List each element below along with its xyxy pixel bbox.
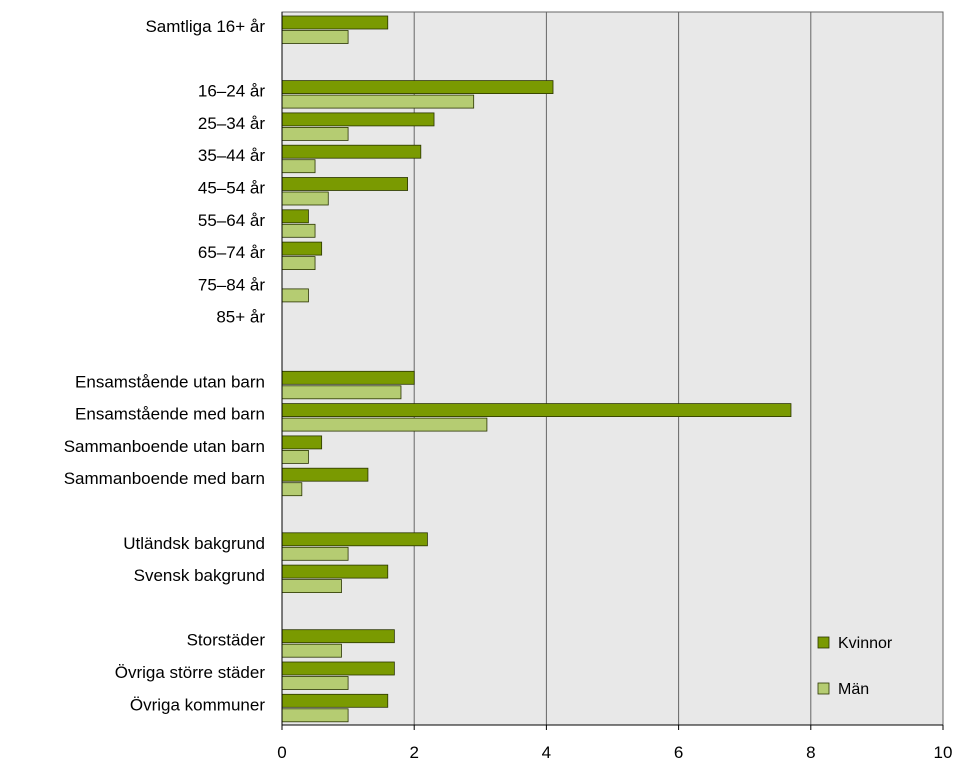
bar-kvinnor-3 <box>281 144 422 159</box>
category-label-0: Samtliga 16+ år <box>145 17 265 36</box>
bar-man-11 <box>281 449 309 464</box>
bar-kvinnor-1 <box>281 80 554 94</box>
bar-man-10 <box>281 417 488 432</box>
category-label-11: Sammanboende utan barn <box>64 437 265 456</box>
bar-kvinnor-4 <box>281 177 408 191</box>
category-label-7: 75–84 år <box>198 275 265 294</box>
bar-man-6 <box>281 256 316 271</box>
bar-man-17 <box>281 708 349 723</box>
bar-kvinnor-9 <box>281 370 415 385</box>
x-tick-label-2: 4 <box>542 743 551 762</box>
bar-kvinnor-16 <box>281 661 395 676</box>
category-label-9: Ensamstående utan barn <box>75 372 265 391</box>
bar-man-14 <box>281 579 342 593</box>
bar-kvinnor-12 <box>281 467 369 482</box>
bar-kvinnor-2 <box>281 112 435 127</box>
category-label-15: Storstäder <box>187 631 266 650</box>
bar-man-12 <box>281 482 303 497</box>
x-tick-label-1: 2 <box>409 743 418 762</box>
x-tick-label-3: 6 <box>674 743 683 762</box>
category-label-12: Sammanboende med barn <box>64 469 265 488</box>
category-label-4: 45–54 år <box>198 179 265 198</box>
bar-man-13 <box>281 546 349 561</box>
bar-man-5 <box>281 223 316 238</box>
bar-kvinnor-11 <box>281 435 323 450</box>
legend-swatch-man <box>817 682 830 695</box>
bar-kvinnor-10 <box>281 403 792 418</box>
bar-man-9 <box>281 385 402 400</box>
bar-kvinnor-0 <box>281 15 389 30</box>
x-tick-label-0: 0 <box>277 743 286 762</box>
category-label-10: Ensamstående med barn <box>75 405 265 424</box>
bar-kvinnor-6 <box>281 241 323 256</box>
bar-man-1 <box>281 94 475 109</box>
bar-man-3 <box>281 159 316 174</box>
bar-kvinnor-17 <box>281 693 389 708</box>
bar-man-4 <box>281 191 329 206</box>
bar-kvinnor-5 <box>281 209 309 224</box>
bar-kvinnor-15 <box>281 629 395 644</box>
category-label-16: Övriga större städer <box>115 663 266 682</box>
plot-area <box>281 11 944 726</box>
legend-swatch-kvinnor <box>817 636 830 649</box>
legend-label-man: Män <box>838 681 869 698</box>
category-label-8: 85+ år <box>216 308 265 327</box>
category-label-13: Utländsk bakgrund <box>123 534 265 553</box>
bar-man-16 <box>281 676 349 690</box>
category-label-3: 35–44 år <box>198 146 265 165</box>
bar-man-2 <box>281 127 349 141</box>
x-tick-label-5: 10 <box>934 743 953 762</box>
category-label-14: Svensk bakgrund <box>134 566 265 585</box>
bar-kvinnor-13 <box>281 532 428 547</box>
x-tick-label-4: 8 <box>806 743 815 762</box>
category-label-6: 65–74 år <box>198 243 265 262</box>
bar-man-15 <box>281 643 342 658</box>
bar-kvinnor-14 <box>281 564 389 579</box>
category-label-1: 16–24 år <box>198 82 265 101</box>
category-label-5: 55–64 år <box>198 211 265 230</box>
category-label-17: Övriga kommuner <box>130 695 265 714</box>
category-label-2: 25–34 år <box>198 114 265 133</box>
bar-man-0 <box>281 30 349 44</box>
bar-man-7 <box>281 288 309 303</box>
legend-label-kvinnor: Kvinnor <box>838 635 893 652</box>
